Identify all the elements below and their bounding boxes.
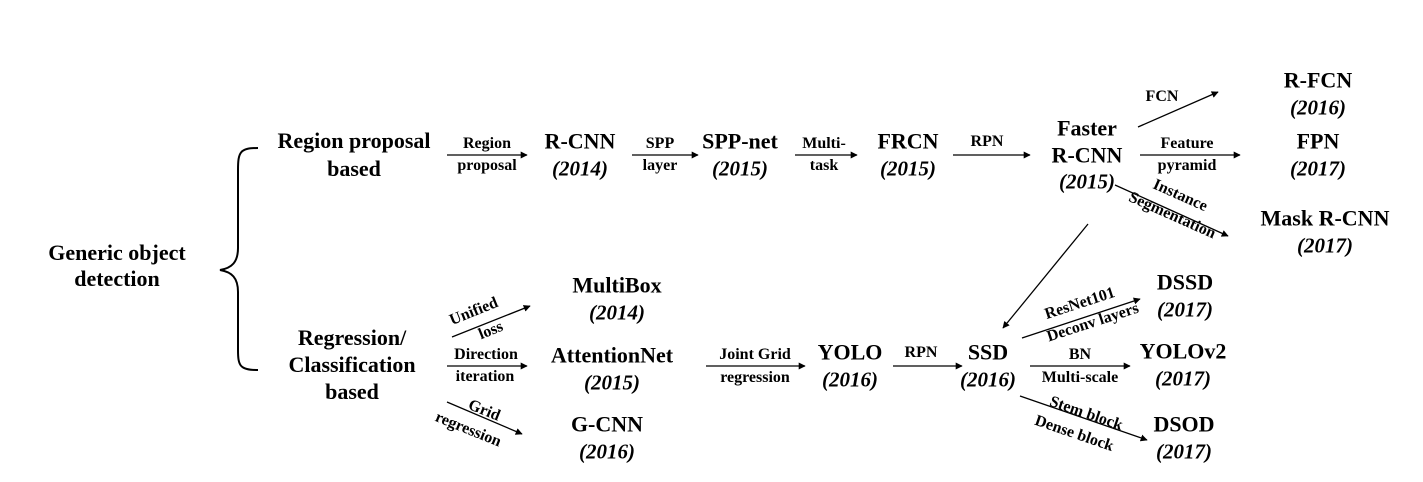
node-attentionnet: AttentionNet (2015): [550, 342, 674, 395]
edge-label-fcn: FCN: [1145, 88, 1179, 105]
node-mask-rcnn-year: (2017): [1296, 233, 1353, 258]
node-rcnn-year: (2014): [551, 156, 608, 181]
node-frcn-year: (2015): [879, 156, 936, 181]
node-faster-rcnn-year: (2015): [1058, 169, 1115, 194]
edge-label-multi: Multi-: [802, 135, 846, 152]
node-multibox-name: MultiBox: [572, 272, 662, 298]
branch-regression-line3: based: [325, 379, 379, 404]
edge-label-iteration: iteration: [455, 368, 515, 385]
node-yolov2-year: (2017): [1154, 366, 1211, 391]
branch-regression-line2: Classification: [288, 352, 416, 377]
node-rcnn-name: R-CNN: [544, 128, 616, 154]
node-dssd-year: (2017): [1157, 297, 1213, 322]
edge-label-spp: SPP: [645, 135, 675, 152]
node-dssd: DSSD (2017): [1156, 269, 1214, 322]
node-fpn-year: (2017): [1290, 156, 1346, 181]
edge-label-rpn-1: RPN: [970, 133, 1004, 150]
node-dsod-year: (2017): [1156, 439, 1212, 464]
node-rfcn: R-FCN (2016): [1283, 67, 1353, 120]
branch-regression: Regression/ Classification based: [288, 327, 415, 403]
node-frcn: FRCN (2015): [877, 128, 939, 181]
edge-label-proposal: proposal: [457, 157, 517, 174]
node-faster-rcnn-name1: Faster: [1057, 115, 1117, 141]
arrow-stem-dense: [1019, 395, 1148, 442]
node-faster-rcnn: Faster R-CNN (2015): [1051, 115, 1123, 194]
edge-label-joint-regression: regression: [720, 369, 790, 386]
node-frcn-name: FRCN: [877, 128, 939, 154]
edge-label-direction: Direction: [454, 346, 518, 363]
node-sppnet: SPP-net (2015): [702, 128, 778, 181]
node-multibox-year: (2014): [588, 300, 645, 325]
edge-label-task: task: [809, 157, 839, 174]
node-sppnet-year: (2015): [711, 156, 768, 181]
node-ssd-year: (2016): [960, 367, 1016, 392]
edge-label-joint-grid: Joint Grid: [719, 346, 791, 363]
node-rfcn-name: R-FCN: [1283, 67, 1353, 93]
edge-label-multiscale: Multi-scale: [1041, 369, 1119, 386]
root-brace: [219, 147, 259, 371]
arrow-resnet-deconv: [1021, 297, 1141, 339]
edge-label-feature: Feature: [1160, 135, 1214, 152]
node-yolov2-name: YOLOv2: [1139, 338, 1227, 364]
node-sppnet-name: SPP-net: [702, 128, 778, 154]
node-dssd-name: DSSD: [1156, 269, 1214, 295]
node-gcnn: G-CNN (2016): [570, 411, 644, 464]
node-rfcn-year: (2016): [1290, 95, 1346, 120]
node-gcnn-name: G-CNN: [570, 411, 644, 437]
node-yolo: YOLO (2016): [817, 339, 883, 392]
node-dsod: DSOD (2017): [1153, 411, 1215, 464]
arrow-faster-to-ssd: [1002, 223, 1089, 329]
branch-region-line1: Region proposal: [277, 128, 431, 153]
arrow-unified-loss: [451, 305, 531, 338]
node-rcnn: R-CNN (2014): [544, 128, 616, 181]
node-fpn-name: FPN: [1296, 128, 1340, 154]
arrow-instance-seg: [1114, 184, 1229, 237]
arrow-grid-regression: [446, 401, 523, 435]
branch-region-proposal: Region proposal based: [277, 130, 430, 180]
root-line1: Generic object: [48, 240, 186, 265]
node-fpn: FPN (2017): [1290, 128, 1346, 181]
root-node: Generic object detection: [48, 242, 185, 290]
node-attentionnet-name: AttentionNet: [550, 342, 674, 368]
edge-label-region: Region: [463, 135, 511, 152]
edge-label-rpn-2: RPN: [904, 344, 938, 361]
node-yolo-year: (2016): [821, 367, 878, 392]
edge-label-layer: layer: [642, 157, 678, 174]
node-yolo-name: YOLO: [817, 339, 883, 365]
branch-region-line2: based: [327, 156, 381, 181]
root-line2: detection: [74, 266, 160, 291]
node-ssd-name: SSD: [967, 339, 1009, 365]
node-attentionnet-year: (2015): [583, 370, 640, 395]
node-mask-rcnn-name: Mask R-CNN: [1260, 205, 1390, 231]
node-faster-rcnn-name2: R-CNN: [1051, 142, 1123, 168]
node-gcnn-year: (2016): [578, 439, 635, 464]
branch-regression-line1: Regression/: [297, 325, 407, 350]
node-multibox: MultiBox (2014): [572, 272, 662, 325]
node-dsod-name: DSOD: [1153, 411, 1215, 437]
edge-label-pyramid: pyramid: [1157, 157, 1217, 174]
arrow-fcn: [1137, 91, 1219, 128]
edge-label-bn: BN: [1068, 346, 1092, 363]
node-mask-rcnn: Mask R-CNN (2017): [1260, 205, 1390, 258]
node-ssd: SSD (2016): [960, 339, 1016, 392]
node-yolov2: YOLOv2 (2017): [1139, 338, 1227, 391]
